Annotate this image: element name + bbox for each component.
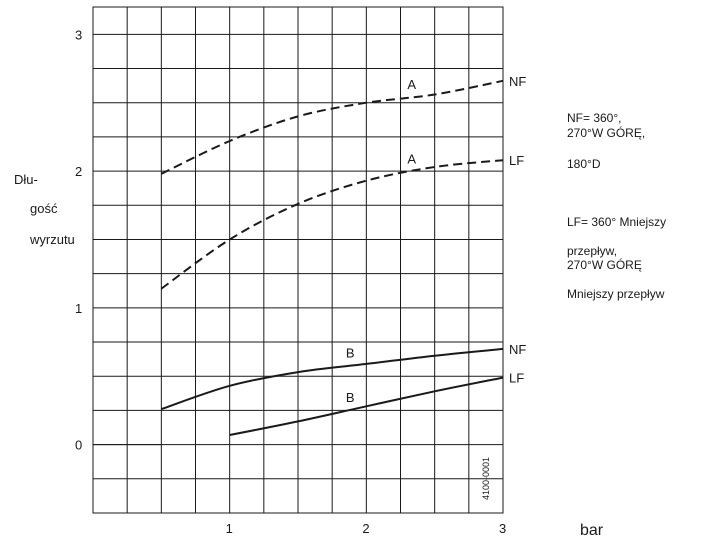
y-tick-label: 1 [75,301,82,316]
legend-note-lf-line-2: przepływ, [567,244,617,259]
y-axis-label-line-2: gość [30,201,57,216]
y-axis-label-line-1: Dłu- [14,172,38,187]
legend-note-lf-line-3: 270°W GÓRĘ [567,258,642,273]
series-label-a-lf: A [407,151,416,166]
x-tick-label: 3 [499,521,506,536]
figure-code: 4100-0001 [481,457,491,500]
y-axis-label-line-3: wyrzutu [30,232,75,247]
series-label-b-lf: B [346,390,355,405]
series-end-label-a-nf: NF [509,74,526,89]
series-end-label-a-lf: LF [509,153,524,168]
x-axis-unit: bar [580,523,603,538]
x-tick-label: 2 [362,521,369,536]
x-tick-label: 1 [226,521,233,536]
series-label-a-nf: A [407,77,416,92]
legend-note-nf-line-2: 270°W GÓRĘ, [567,126,645,141]
series-end-label-b-nf: NF [509,342,526,357]
y-tick-label: 3 [75,27,82,42]
series-end-label-b-lf: LF [509,371,524,386]
legend-note-nf-line-1: NF= 360°, [567,111,622,126]
y-tick-label: 2 [75,164,82,179]
legend-note-lf-line-4: Mniejszy przepływ [567,287,664,302]
y-tick-label: 0 [75,438,82,453]
series-label-b-nf: B [346,345,355,360]
legend-note-nf-line-3: 180°D [567,157,601,172]
legend-note-lf-line-1: LF= 360° Mniejszy [567,215,666,230]
